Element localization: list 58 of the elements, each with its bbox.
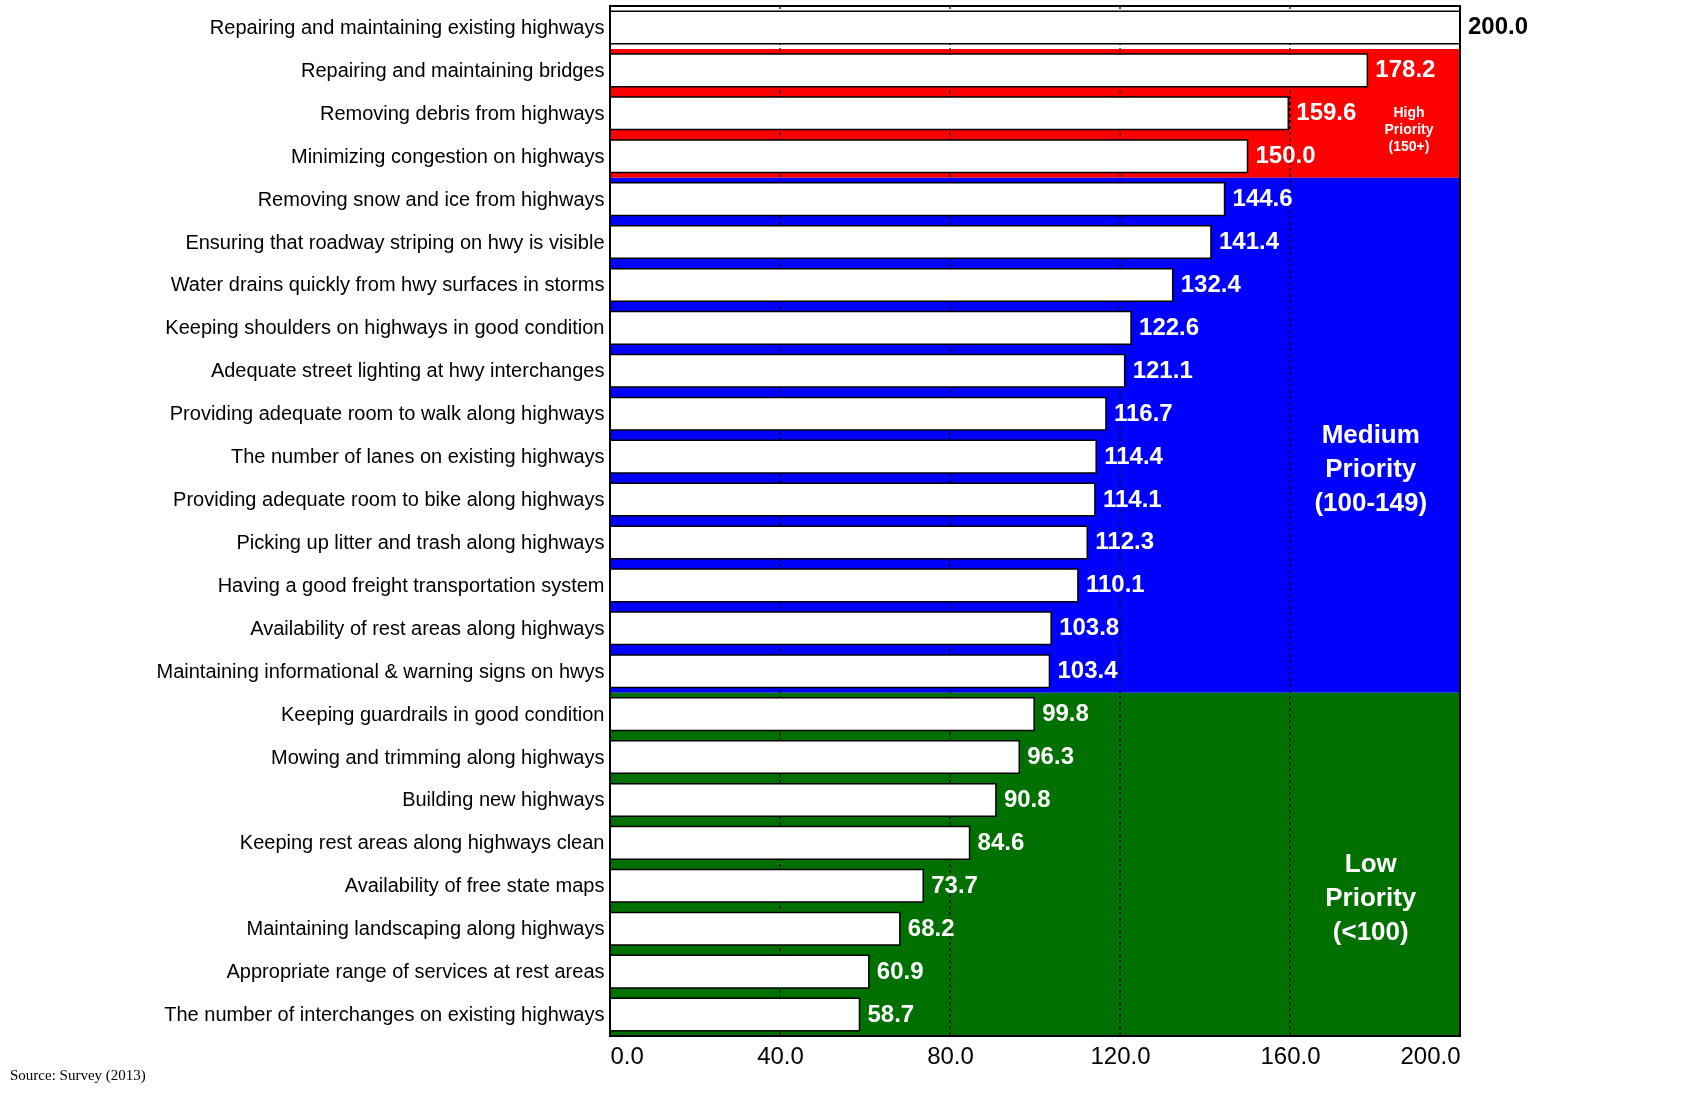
y-tick-label: Ensuring that roadway striping on hwy is visible <box>185 230 605 253</box>
data-label: 96.3 <box>1027 742 1074 770</box>
data-label: 144.6 <box>1232 184 1293 212</box>
data-label: 90.8 <box>1003 784 1051 812</box>
y-tick-label: The number of interchanges on existing highways <box>164 1003 605 1026</box>
y-tick-label: Removing snow and ice from highways <box>257 187 605 210</box>
data-label: 116.7 <box>1113 398 1173 426</box>
y-tick-label: Repairing and maintaining existing highways <box>209 15 605 38</box>
y-tick-label: Building new highways <box>402 788 605 811</box>
data-label: 178.2 <box>1375 55 1436 83</box>
y-tick-label: Having a good freight transportation system <box>217 573 605 596</box>
x-tick-label: 40.0 <box>757 1041 804 1069</box>
data-label: 103.8 <box>1059 613 1120 641</box>
x-tick-label: 120.0 <box>1090 1041 1151 1069</box>
data-label: 73.7 <box>931 870 978 898</box>
x-tick-label: 200.0 <box>1400 1041 1461 1069</box>
y-tick-label: Maintaining landscaping along highways <box>246 917 605 940</box>
y-tick-label: Availability of free state maps <box>344 874 605 897</box>
y-tick-label: The number of lanes on existing highways <box>230 445 605 468</box>
y-tick-label: Mowing and trimming along highways <box>271 745 605 768</box>
data-label: 122.6 <box>1139 312 1200 340</box>
y-tick-label: Picking up litter and trash along highways <box>236 530 605 553</box>
data-label: 103.4 <box>1057 656 1119 684</box>
source-note: Source: Survey (2013) <box>10 1067 146 1084</box>
band-label: High Priority (150+) <box>1384 104 1434 155</box>
data-label: 132.4 <box>1180 269 1242 297</box>
y-tick-label: Keeping rest areas along highways clean <box>239 831 605 854</box>
x-tick-label: 80.0 <box>927 1041 974 1069</box>
band-label: Low Priority (<100) <box>1325 848 1417 947</box>
y-tick-label: Minimizing congestion on highways <box>291 144 605 167</box>
data-label: 112.3 <box>1095 527 1155 555</box>
y-tick-label: Keeping guardrails in good condition <box>280 702 605 725</box>
y-tick-label: Keeping shoulders on highways in good condition <box>165 316 605 339</box>
band-label: Medium Priority (100-149) <box>1314 419 1428 518</box>
y-tick-label: Providing adequate room to walk along highways <box>169 402 605 425</box>
data-label: 141.4 <box>1218 227 1280 255</box>
y-tick-label: Availability of rest areas along highways <box>250 616 605 639</box>
y-tick-label: Repairing and maintaining bridges <box>300 58 605 81</box>
data-label: 68.2 <box>907 913 955 941</box>
data-label: 58.7 <box>867 999 915 1027</box>
y-tick-label: Providing adequate room to bike along highways <box>173 488 605 511</box>
y-tick-label: Water drains quickly from hwy surfaces in storms <box>170 273 605 296</box>
data-label: 99.8 <box>1042 699 1089 727</box>
y-tick-label: Adequate street lighting at hwy interchanges <box>210 359 605 382</box>
data-label: 114.4 <box>1104 441 1164 469</box>
y-tick-label: Appropriate range of services at rest areas <box>226 960 605 983</box>
data-label: 114.1 <box>1102 484 1162 512</box>
data-label: 84.6 <box>977 827 1025 855</box>
data-label: 60.9 <box>876 956 924 984</box>
y-tick-label: Maintaining informational & warning signs on hwys <box>156 659 605 682</box>
data-label: 150.0 <box>1255 141 1316 169</box>
data-label: 110.1 <box>1085 570 1145 598</box>
y-tick-label: Removing debris from highways <box>319 101 605 124</box>
data-label: 121.1 <box>1132 355 1193 383</box>
data-label: 200.0 <box>1468 12 1529 40</box>
x-tick-label: 160.0 <box>1260 1041 1321 1069</box>
data-label: 159.6 <box>1296 98 1357 126</box>
x-tick-label: 0.0 <box>610 1041 644 1069</box>
